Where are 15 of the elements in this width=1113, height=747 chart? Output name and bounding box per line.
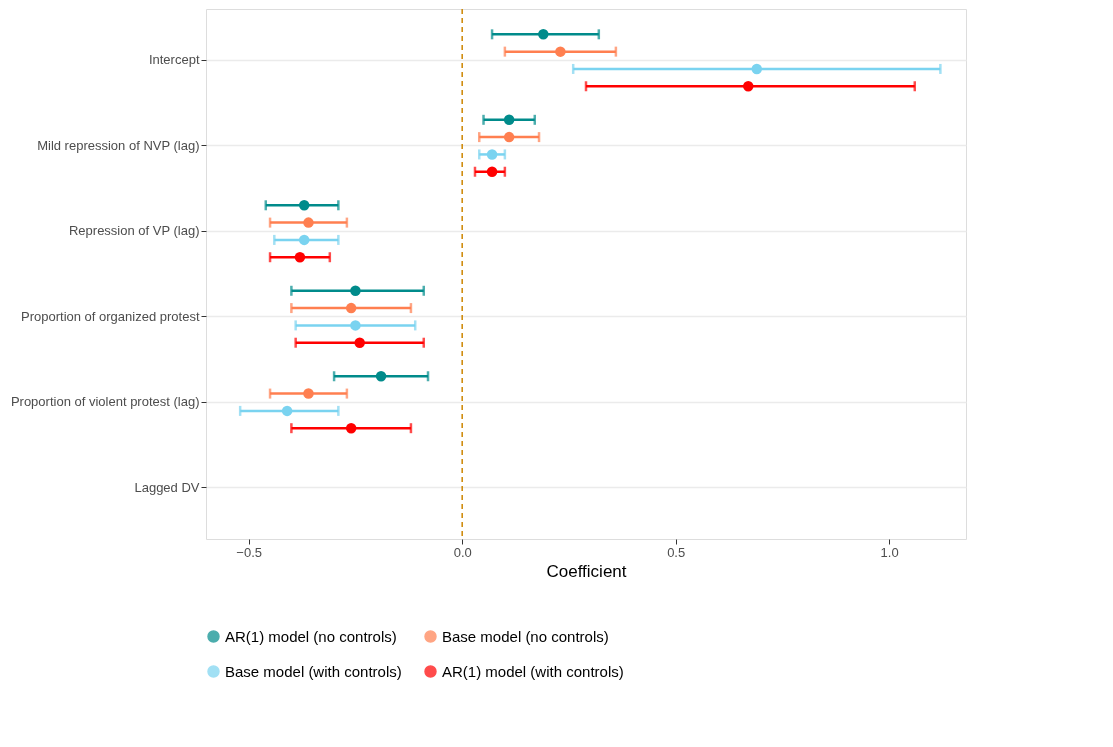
y-tick-label: Proportion of violent protest (lag) [10,394,200,410]
x-tick-label: −0.5 [236,544,263,560]
y-tick-label: Intercept [148,52,200,68]
x-axis-title: Coefficient [546,561,627,581]
x-tick-label: 0.0 [453,544,472,560]
legend-label: Base model (with controls) [225,662,402,680]
legend-label: AR(1) model (no controls) [225,627,397,645]
x-tick-label: 0.5 [667,544,686,560]
y-tick-label: Proportion of organized protest [21,308,200,324]
x-tick-label: 1.0 [880,544,899,560]
legend-label: Base model (no controls) [442,627,609,645]
y-tick-label: Repression of VP (lag) [68,223,200,239]
y-tick-label: Lagged DV [134,479,200,495]
legend-label: AR(1) model (with controls) [442,662,624,680]
y-tick-label: Mild repression of NVP (lag) [37,137,200,153]
